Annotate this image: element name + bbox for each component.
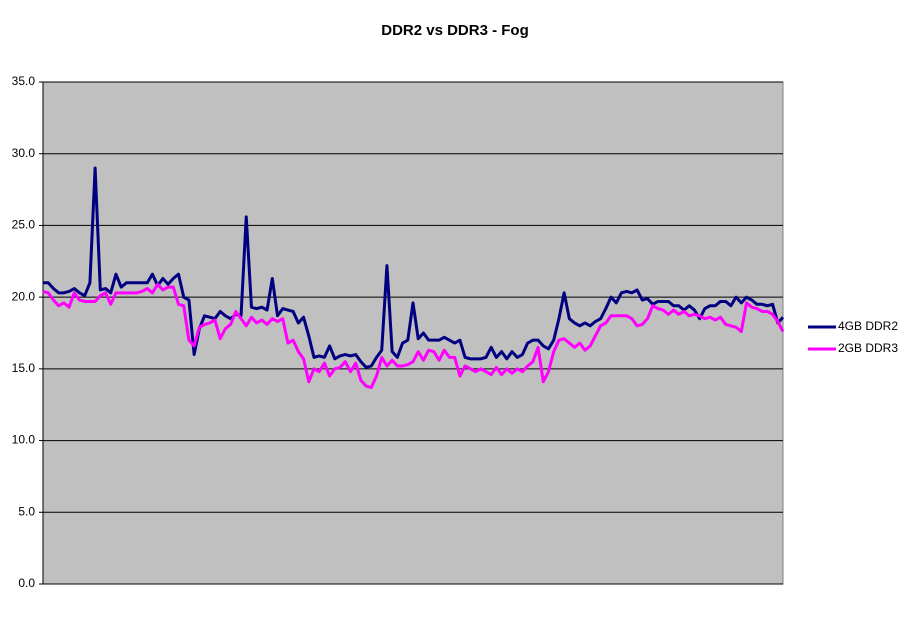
y-tick-label: 25.0: [12, 218, 36, 232]
y-tick-label: 0.0: [18, 576, 35, 590]
y-tick-label: 5.0: [18, 504, 35, 518]
chart-title: DDR2 vs DDR3 - Fog: [381, 22, 529, 39]
legend-label: 2GB DDR3: [838, 341, 898, 355]
y-tick-label: 35.0: [12, 74, 36, 88]
series-line: [43, 166, 785, 369]
y-tick-label: 15.0: [12, 361, 36, 375]
legend-label: 4GB DDR2: [838, 319, 898, 333]
y-tick-label: 20.0: [12, 289, 36, 303]
plot-area: [42, 81, 784, 585]
series-line: [42, 282, 785, 389]
y-tick-label: 10.0: [12, 433, 36, 447]
y-tick-label: 30.0: [12, 146, 36, 160]
